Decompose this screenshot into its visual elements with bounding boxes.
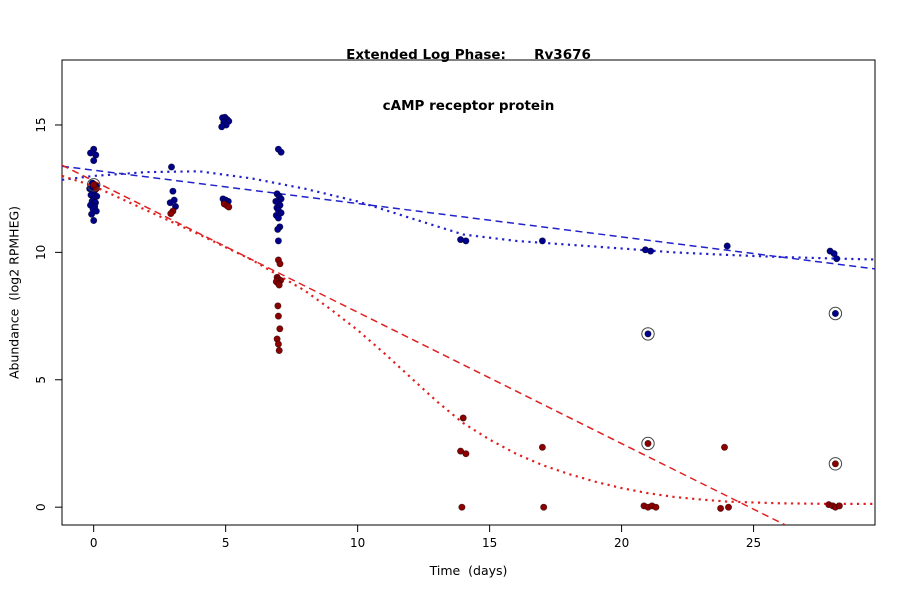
flagged-point-blue [644, 330, 652, 338]
data-point-red [274, 312, 282, 320]
data-point-red [459, 414, 467, 422]
data-point-red [274, 340, 282, 348]
fit-line-red-dashed [62, 164, 786, 525]
y-tick-label: 15 [34, 117, 48, 132]
flagged-point-red [90, 181, 98, 189]
flag-circle [87, 178, 101, 192]
data-point-blue [274, 214, 282, 222]
data-point-red [275, 346, 283, 354]
plot-border [61, 59, 876, 526]
data-point-blue [833, 255, 841, 263]
flagged-point-blue [831, 309, 839, 317]
data-point-blue [723, 242, 731, 250]
fit-line-blue-dashed [62, 165, 875, 270]
data-point-blue [538, 237, 546, 245]
data-point-red [167, 210, 175, 218]
flag-circle [828, 306, 843, 321]
data-point-blue [169, 187, 177, 195]
x-tick-label: 20 [614, 536, 629, 550]
x-tick-label: 0 [90, 536, 98, 550]
data-point-red [724, 503, 732, 511]
flag-circle [641, 436, 655, 451]
data-point-red [717, 504, 725, 512]
data-point-blue [462, 237, 470, 245]
flagged-point-red [831, 460, 839, 468]
data-point-red [540, 503, 548, 511]
data-point-red [538, 443, 546, 451]
data-point-blue [647, 247, 655, 255]
data-point-red [652, 503, 660, 511]
chart-title: Extended Log Phase: Rv3676 [346, 47, 591, 63]
data-point-blue [218, 123, 226, 131]
data-point-blue [274, 237, 282, 245]
data-point-red [225, 203, 233, 211]
data-point-blue [90, 157, 98, 165]
data-point-red [276, 260, 284, 268]
chart-titles: Extended Log Phase: Rv3676 cAMP receptor… [62, 13, 875, 149]
data-point-red [276, 325, 284, 333]
data-point-red [274, 302, 282, 310]
data-point-blue [166, 199, 174, 207]
data-point-red [462, 450, 470, 458]
x-tick-label: 5 [222, 536, 230, 550]
data-point-blue [168, 163, 176, 171]
y-tick-label: 5 [34, 376, 48, 384]
data-point-red [720, 443, 728, 451]
data-point-blue [274, 225, 282, 233]
data-point-red [275, 281, 283, 289]
data-point-red [458, 503, 466, 511]
fit-line-red-dotted [62, 174, 875, 505]
y-tick-label: 10 [34, 245, 48, 260]
x-tick-label: 10 [350, 536, 365, 550]
flag-circle [641, 327, 655, 341]
x-tick-label: 25 [746, 536, 761, 550]
y-tick-label: 0 [34, 503, 48, 511]
x-axis-label: Time (days) [429, 563, 508, 578]
data-point-blue [90, 217, 98, 225]
fit-line-blue-dotted [62, 170, 875, 261]
chart-subtitle: cAMP receptor protein [382, 98, 555, 114]
x-tick-label: 15 [482, 536, 497, 550]
flagged-point-red [644, 439, 652, 447]
y-axis-label: Abundance (log2 RPMHEG) [6, 205, 22, 380]
flag-circle [828, 457, 843, 471]
data-point-red [835, 502, 843, 510]
data-point-blue [277, 148, 285, 156]
data-point-blue [88, 210, 96, 218]
